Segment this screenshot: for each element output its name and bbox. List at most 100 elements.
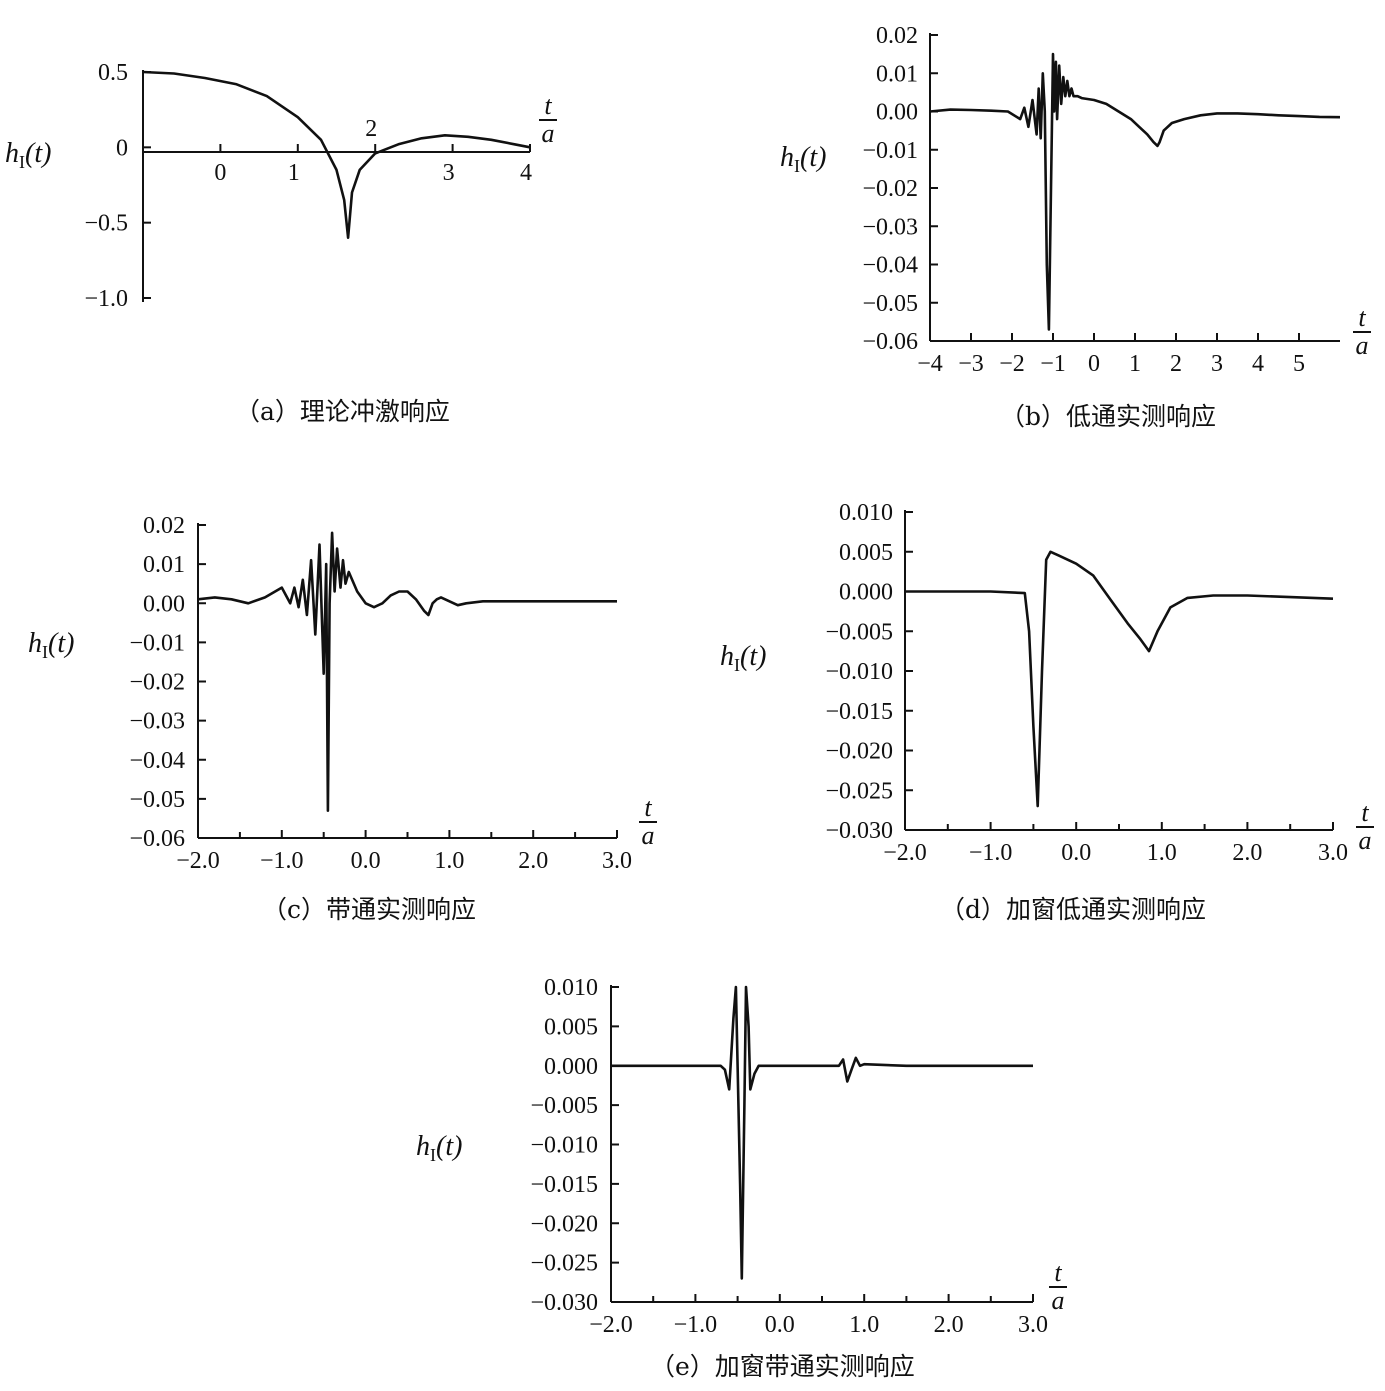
y-tick-label: −0.02 — [862, 176, 918, 202]
x-tick-label: 1.0 — [434, 848, 464, 874]
y-tick-label: −0.010 — [825, 659, 893, 685]
y-tick-label: −0.04 — [862, 253, 918, 279]
y-tick-label: −0.01 — [862, 138, 918, 164]
x-axis-label-t: t — [1054, 1258, 1062, 1287]
y-tick-label: 0.005 — [544, 1014, 598, 1040]
panel-caption: （a）理论冲激响应 — [235, 397, 450, 426]
y-tick-label: −0.005 — [825, 619, 893, 645]
x-tick-label: 4 — [520, 160, 532, 186]
series-line — [929, 52, 1341, 331]
y-tick-label: −0.015 — [825, 699, 893, 725]
y-axis-label: hI(t) — [28, 628, 74, 662]
x-tick-label: 3 — [1211, 351, 1223, 377]
y-tick-label: 0.010 — [839, 500, 893, 526]
series-line — [197, 531, 617, 812]
y-tick-label: −0.03 — [862, 214, 918, 240]
y-tick-label: −0.005 — [530, 1093, 598, 1119]
x-axis-label-t: t — [644, 793, 652, 822]
y-tick-label: −0.05 — [862, 291, 918, 317]
x-axis-label-a: a — [1359, 826, 1372, 855]
x-tick-label: 0 — [1088, 351, 1100, 377]
x-tick-label: 2.0 — [518, 848, 548, 874]
y-tick-label: −0.010 — [530, 1133, 598, 1159]
x-tick-label: 1.0 — [1147, 840, 1177, 866]
x-tick-label: 3.0 — [602, 848, 632, 874]
series-line — [611, 985, 1033, 1280]
y-tick-label: −0.025 — [530, 1251, 598, 1277]
y-tick-label: 0.02 — [876, 23, 918, 49]
x-tick-label: 3.0 — [1018, 1312, 1048, 1338]
y-tick-label: −0.030 — [825, 818, 893, 844]
y-tick-label: −1.0 — [84, 286, 128, 312]
x-axis-label-a: a — [542, 119, 555, 148]
y-tick-label: −0.05 — [129, 787, 185, 813]
y-tick-label: 0.010 — [544, 975, 598, 1001]
x-tick-label: 3 — [443, 160, 455, 186]
series-line — [142, 70, 531, 239]
chart-panel-a: 0.5 0 −0.5 −1.0 0 1 2 3 4 hI(t) ta （a）理论冲激响应 — [5, 60, 557, 426]
x-tick-label: −2.0 — [176, 848, 220, 874]
x-tick-label: 1 — [288, 160, 300, 186]
x-tick-label: −4 — [917, 351, 943, 377]
x-tick-label: −1.0 — [260, 848, 304, 874]
x-tick-label: 2.0 — [934, 1312, 964, 1338]
y-axis-label: hI(t) — [5, 138, 51, 172]
x-tick-label: −1 — [1040, 351, 1066, 377]
y-axis-label: hI(t) — [780, 142, 826, 176]
y-tick-label: 0.01 — [876, 61, 918, 87]
y-axis-label: hI(t) — [720, 641, 766, 675]
panel-caption: （e）加窗带通实测响应 — [650, 1352, 915, 1381]
y-tick-label: 0.000 — [544, 1054, 598, 1080]
y-tick-label: 0.02 — [143, 513, 185, 539]
y-tick-label: 0.005 — [839, 540, 893, 566]
x-tick-label: −3 — [958, 351, 984, 377]
y-tick-label: 0.000 — [839, 580, 893, 606]
panel-caption: （d）加窗低通实测响应 — [940, 895, 1206, 924]
y-tick-label: −0.04 — [129, 748, 185, 774]
chart-panel-d: 0.010 0.005 0.000 −0.005 −0.010 −0.015 −0.020 −… — [720, 500, 1374, 924]
x-tick-label: 2.0 — [1232, 840, 1262, 866]
x-tick-label: −1.0 — [674, 1312, 718, 1338]
x-tick-label: 0.0 — [765, 1312, 795, 1338]
x-tick-label: 0 — [214, 160, 226, 186]
y-tick-label: 0.5 — [98, 60, 128, 86]
y-tick-label: −0.020 — [530, 1211, 598, 1237]
y-tick-label: −0.03 — [129, 709, 185, 735]
y-tick-label: −0.5 — [84, 211, 128, 237]
y-tick-label: −0.06 — [862, 329, 918, 355]
x-tick-label: 2 — [365, 116, 377, 142]
x-tick-label: 0.0 — [1061, 840, 1091, 866]
y-tick-label: 0.00 — [876, 100, 918, 126]
x-axis-label-a: a — [642, 821, 655, 850]
chart-panel-b: 0.02 0.01 0.00 −0.01 −0.02 −0.03 −0.04 −0.05 −0.… — [780, 23, 1371, 431]
y-tick-label: 0.00 — [143, 591, 185, 617]
x-tick-label: 1.0 — [849, 1312, 879, 1338]
x-tick-label: 1 — [1129, 351, 1141, 377]
chart-panel-c: 0.02 0.01 0.00 −0.01 −0.02 −0.03 −0.04 −0.05 −0.… — [28, 513, 657, 924]
x-tick-label: −1.0 — [969, 840, 1013, 866]
x-tick-label: 3.0 — [1318, 840, 1348, 866]
x-axis-label-t: t — [1361, 798, 1369, 827]
y-tick-label: −0.01 — [129, 630, 185, 656]
y-tick-label: 0.01 — [143, 552, 185, 578]
y-tick-label: −0.015 — [530, 1172, 598, 1198]
x-tick-label: −2.0 — [883, 840, 927, 866]
series-line — [905, 550, 1334, 808]
chart-panel-e: 0.010 0.005 0.000 −0.005 −0.010 −0.015 −0.020 −… — [416, 975, 1067, 1381]
x-tick-label: 4 — [1252, 351, 1264, 377]
x-tick-label: 0.0 — [351, 848, 381, 874]
y-tick-label: −0.030 — [530, 1290, 598, 1316]
y-tick-label: −0.02 — [129, 670, 185, 696]
x-tick-label: 2 — [1170, 351, 1182, 377]
x-axis-label-a: a — [1052, 1286, 1065, 1315]
x-tick-label: 5 — [1293, 351, 1305, 377]
y-tick-label: −0.020 — [825, 739, 893, 765]
x-axis-label-t: t — [1358, 303, 1366, 332]
y-axis-label: hI(t) — [416, 1131, 462, 1165]
y-tick-label: 0 — [116, 135, 128, 161]
y-tick-label: −0.025 — [825, 778, 893, 804]
x-axis-label-a: a — [1356, 331, 1369, 360]
y-tick-label: −0.06 — [129, 826, 185, 852]
panel-caption: （c）带通实测响应 — [262, 895, 476, 924]
